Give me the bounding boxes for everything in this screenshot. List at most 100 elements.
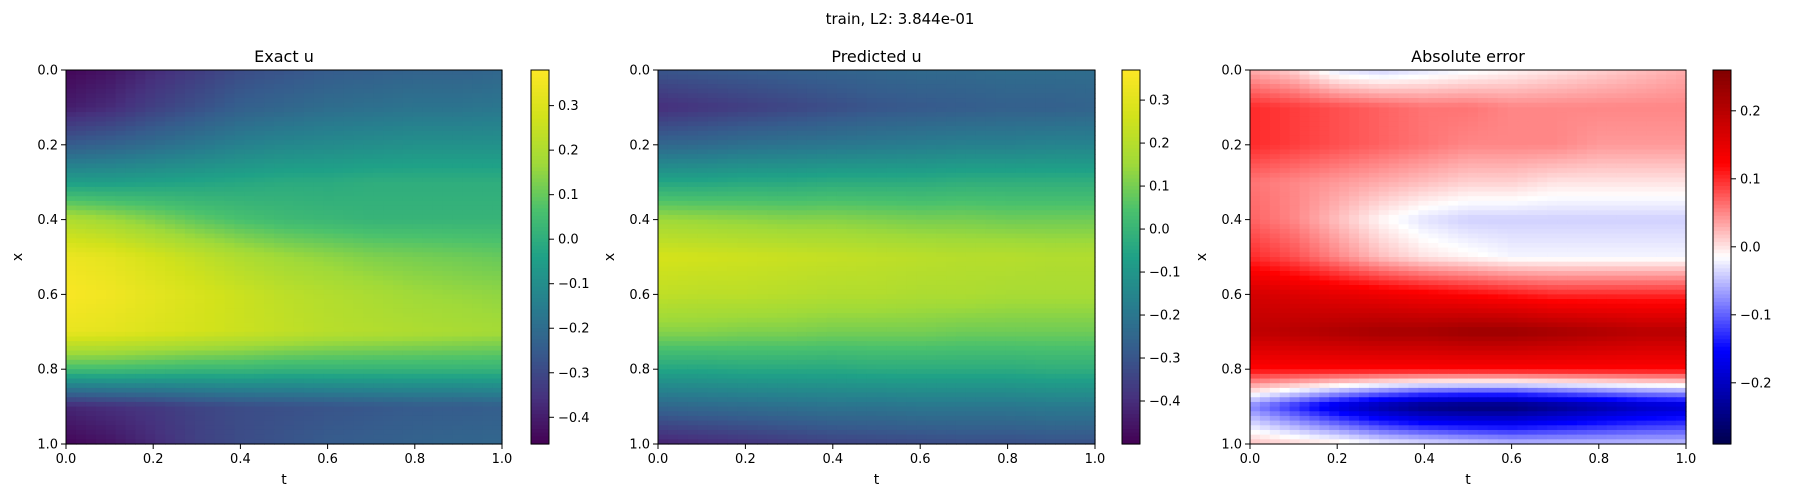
heatmap-cell [452,149,463,155]
heatmap-cell [492,219,503,225]
heatmap-cell [244,401,255,408]
heatmap-cell [482,313,493,319]
heatmap-cell [383,135,394,141]
heatmap-cell [787,140,798,146]
heatmap-cell [333,182,345,188]
heatmap-cell [353,257,364,263]
heatmap-cell [184,116,196,123]
heatmap-cell [936,186,947,193]
heatmap-cell [95,98,107,104]
heatmap-cell [234,186,245,193]
heatmap-cell [323,425,335,431]
heatmap-cell [115,158,127,165]
heatmap-cell [293,70,305,76]
heatmap-cell [402,369,414,375]
heatmap-cell [66,350,77,356]
heatmap-cell [816,196,828,202]
heatmap-cell [244,331,255,338]
heatmap-cell [697,74,709,80]
heatmap-cell [135,228,146,235]
colorbar-segment [531,148,549,153]
heatmap-cell [234,397,245,403]
heatmap-cell [165,294,176,300]
heatmap-cell [422,299,434,305]
heatmap-cell [492,210,503,216]
heatmap-cell [816,70,828,76]
heatmap-cell [363,116,374,123]
heatmap-cell [876,196,888,202]
heatmap-cell [965,88,977,94]
heatmap-cell [472,172,483,179]
heatmap-cell [264,163,275,169]
heatmap-cell [214,378,226,384]
heatmap-cell [145,210,156,216]
heatmap-cell [353,219,364,225]
heatmap-cell [383,294,394,300]
heatmap-cell [373,112,384,118]
heatmap-cell [787,158,798,165]
heatmap-cell [303,359,315,366]
heatmap-cell [85,182,97,188]
heatmap-cell [323,317,335,324]
heatmap-cell [125,266,136,272]
heatmap-cell [224,392,236,398]
heatmap-cell [95,406,107,412]
colorbar-segment [531,376,549,382]
heatmap-cell [224,364,236,370]
heatmap-cell [442,154,454,160]
heatmap-cell [1075,107,1086,113]
heatmap-cell [254,163,265,169]
heatmap-cell [293,317,305,324]
heatmap-cell [155,303,166,310]
heatmap-cell [667,140,679,146]
heatmap-cell [402,350,414,356]
heatmap-cell [658,210,669,216]
heatmap-cell [214,401,226,408]
heatmap-cell [1075,177,1086,183]
heatmap-cell [797,88,808,94]
heatmap-cell [1055,112,1066,118]
heatmap-cell [472,224,483,230]
heatmap-cell [175,299,186,305]
heatmap-cell [234,144,245,151]
heatmap-cell [194,285,206,291]
colorbar-segment [531,335,549,340]
heatmap-cell [985,168,997,174]
heatmap-cell [264,411,275,417]
heatmap-cell [85,228,97,235]
heatmap-cell [373,294,384,300]
heatmap-cell [717,70,729,76]
heatmap-cell [836,205,848,211]
heatmap-cell [234,434,245,440]
heatmap-cell [1025,121,1037,127]
colorbar-segment [531,268,549,273]
heatmap-cell [165,242,176,249]
heatmap-cell [224,177,236,183]
heatmap-cell [492,341,503,347]
heatmap-cell [165,336,176,342]
heatmap-cell [717,200,729,207]
heatmap-cell [234,140,245,146]
heatmap-cell [1085,112,1096,118]
heatmap-cell [846,74,858,80]
heatmap-cell [846,186,858,193]
heatmap-cell [677,186,689,193]
heatmap-cell [175,401,186,408]
heatmap-cell [402,336,414,342]
heatmap-cell [323,289,335,295]
heatmap-cell [95,336,107,342]
heatmap-cell [422,429,434,436]
heatmap-cell [363,397,374,403]
heatmap-cell [66,303,77,310]
heatmap-cell [393,327,404,333]
plot-frame [65,69,503,445]
heatmap-cell [284,238,295,244]
heatmap-cell [234,210,245,216]
heatmap-cell [135,172,146,179]
heatmap-cell [303,369,315,375]
heatmap-cell [85,158,97,165]
colorbar-segment [531,384,549,389]
heatmap-cell [826,74,838,80]
heatmap-cell [1085,200,1096,207]
heatmap-cell [204,168,216,174]
